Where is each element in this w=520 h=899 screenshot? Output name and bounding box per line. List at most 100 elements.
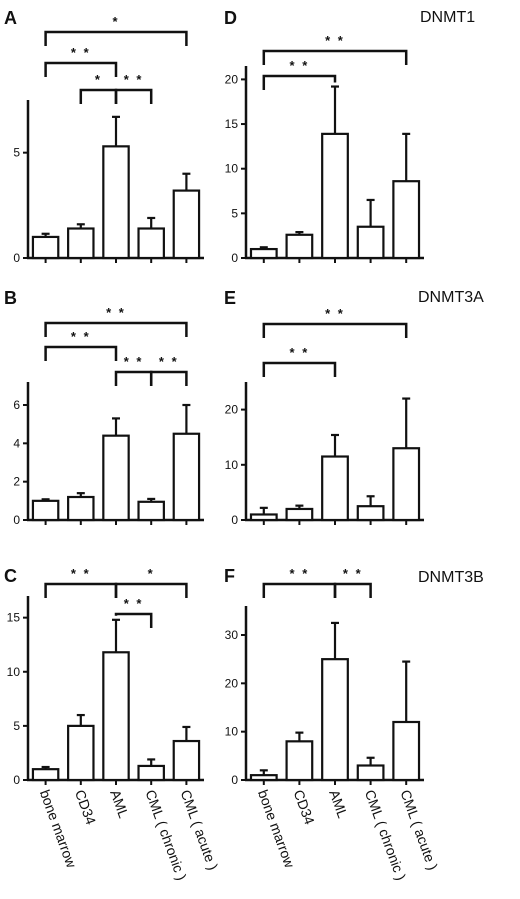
panel-f: F 0 10 20 30 * * * * (224, 566, 424, 787)
significance-bracket (262, 74, 337, 90)
y-tick-label: 0 (13, 251, 20, 265)
panel-c: C 0 5 10 15 * * * * * (4, 566, 204, 787)
y-tick-label: 20 (225, 72, 239, 86)
significance-label: * * (106, 305, 126, 320)
bar (137, 227, 165, 260)
gene-label-dnmt3b: DNMT3B (418, 569, 484, 586)
panel-letter: D (224, 8, 237, 28)
significance-bracket (114, 88, 153, 104)
y-tick-label: 0 (13, 773, 20, 787)
y-tick-label: 2 (13, 475, 20, 489)
y-tick-label: 30 (225, 628, 239, 642)
bar (172, 432, 201, 522)
bar (321, 455, 349, 522)
panel-b: B 0 2 4 6 * * * * * * * * (4, 288, 204, 527)
significance-label: * * (124, 596, 144, 611)
y-tick-label: 10 (225, 162, 239, 176)
significance-label: * * (290, 58, 310, 73)
significance-bracket (262, 322, 408, 338)
significance-bracket (44, 345, 118, 361)
y-tick-label: 10 (225, 458, 239, 472)
significance-bracket (44, 582, 118, 598)
panel-letter: F (224, 566, 235, 586)
significance-label: * * (343, 566, 363, 581)
significance-label: * * (290, 566, 310, 581)
y-tick-label: 0 (13, 513, 20, 527)
bar (392, 447, 421, 522)
y-tick-label: 10 (225, 725, 239, 739)
bar (67, 724, 95, 782)
bar (249, 774, 278, 782)
significance-label: * * (124, 72, 144, 87)
category-label: CD34 (72, 788, 99, 827)
panel-letter: E (224, 288, 236, 308)
panels: A 0 5 * * * * * * B 0 2 4 6 * * * * * * * * C 0 5 10 15 * * * *… (4, 8, 424, 787)
significance-label: * * (325, 33, 345, 48)
significance-label: * * (71, 45, 91, 60)
bar (31, 768, 60, 782)
bar (321, 132, 349, 260)
category-label: CD34 (291, 788, 318, 827)
bar (285, 507, 314, 522)
significance-bracket (262, 49, 408, 65)
y-tick-label: 4 (13, 436, 20, 450)
y-tick-label: 5 (13, 146, 20, 160)
significance-bracket (114, 612, 153, 628)
gene-label-dnmt1: DNMT1 (420, 9, 475, 26)
bar (285, 233, 314, 260)
bar (31, 235, 60, 260)
significance-label: * * (124, 354, 144, 369)
panel-letter: B (4, 288, 17, 308)
significance-bracket (44, 30, 188, 46)
significance-label: * * (71, 329, 91, 344)
significance-label: * * (290, 345, 310, 360)
bar (102, 434, 130, 522)
y-tick-label: 15 (7, 611, 21, 625)
significance-bracket (262, 361, 337, 377)
bar (102, 651, 130, 782)
y-tick-label: 0 (231, 773, 238, 787)
y-tick-label: 0 (231, 513, 238, 527)
y-tick-label: 20 (225, 403, 239, 417)
panel-e: E 0 10 20 * * * * (224, 288, 424, 527)
bar (356, 505, 385, 522)
significance-label: * * (159, 354, 179, 369)
bar (356, 225, 385, 260)
bar (102, 145, 130, 260)
significance-bracket (79, 88, 118, 104)
y-tick-label: 5 (231, 206, 238, 220)
significance-bracket (333, 582, 372, 598)
panel-d: D 0 5 10 15 20 * * * * (224, 8, 424, 265)
y-tick-label: 0 (231, 251, 238, 265)
y-tick-label: 10 (7, 665, 21, 679)
bar (67, 227, 95, 260)
bar (392, 720, 421, 782)
significance-bracket (262, 582, 337, 598)
significance-bracket (44, 61, 118, 77)
bar (67, 495, 95, 522)
significance-label: * * (325, 306, 345, 321)
significance-bracket (44, 321, 188, 337)
significance-bracket (149, 370, 188, 386)
gene-label-dnmt3a: DNMT3A (418, 289, 484, 306)
bar (321, 658, 349, 782)
bar (249, 247, 278, 260)
panel-letter: A (4, 8, 17, 28)
category-label: AML (107, 788, 132, 821)
y-tick-label: 15 (225, 117, 239, 131)
y-tick-label: 20 (225, 676, 239, 690)
bar (356, 764, 385, 782)
category-label: AML (326, 788, 351, 821)
significance-bracket (114, 582, 188, 598)
category-label: bone marrow (37, 788, 80, 871)
significance-label: * * (71, 566, 91, 581)
y-tick-label: 6 (13, 398, 20, 412)
bar (137, 500, 165, 522)
bar (31, 499, 60, 522)
bar (392, 180, 421, 260)
significance-bracket (114, 370, 153, 386)
bar (249, 513, 278, 522)
category-label: bone marrow (255, 788, 298, 871)
